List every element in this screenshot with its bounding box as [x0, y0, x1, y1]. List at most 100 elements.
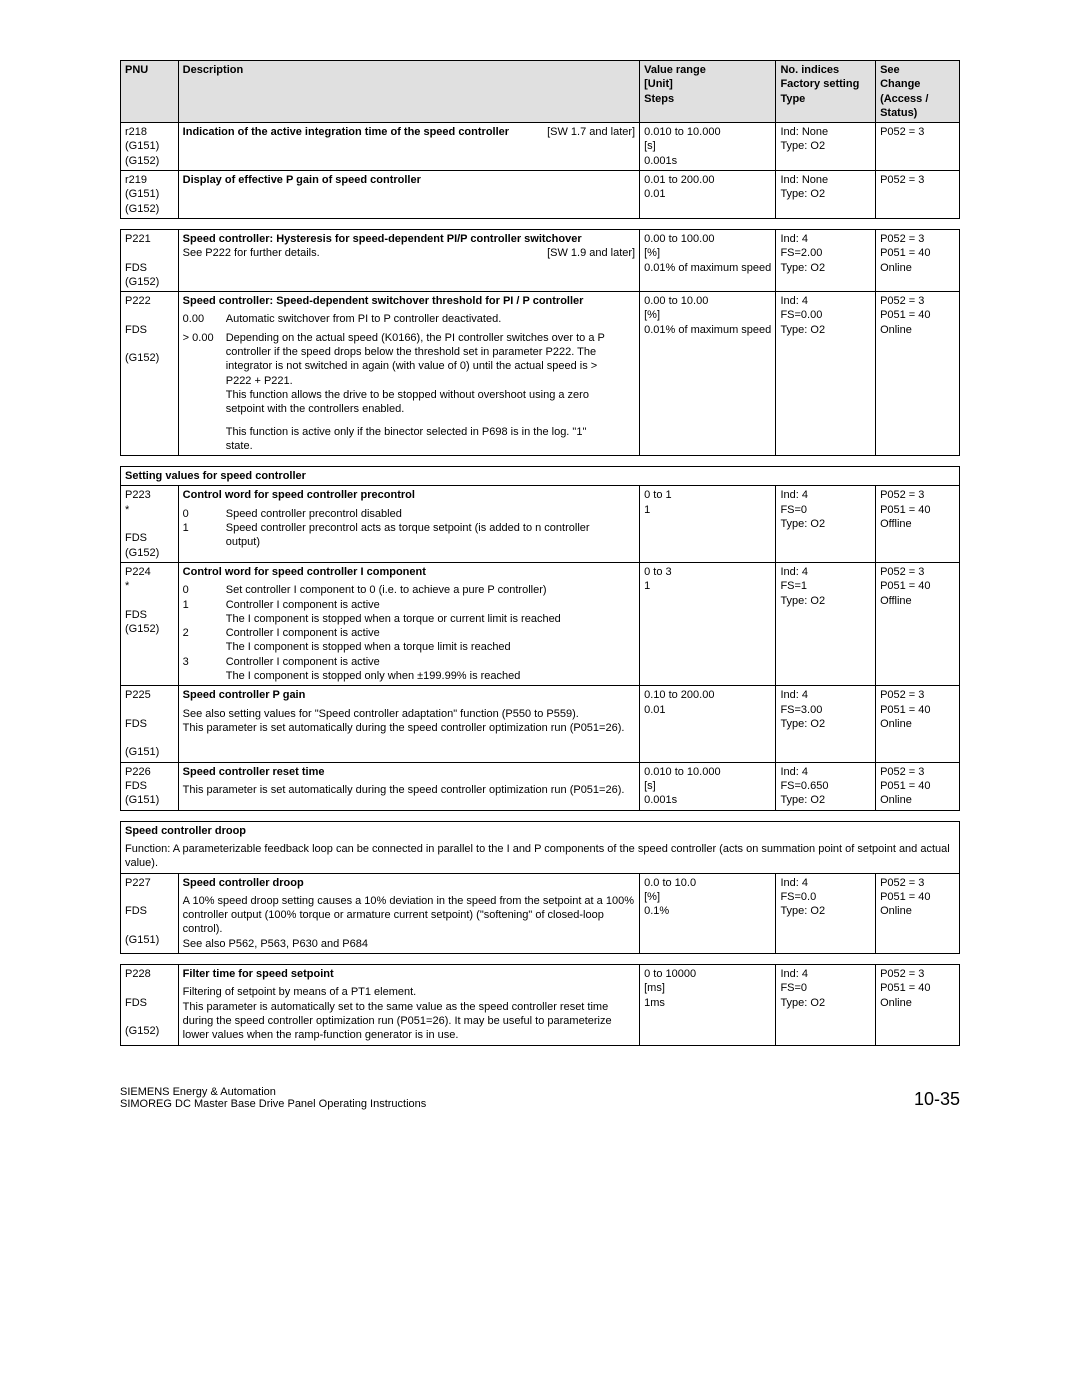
see-cell: P052 = 3 P051 = 40 Online: [876, 292, 960, 456]
desc-text: This parameter is set automatically duri…: [183, 783, 635, 797]
table-row-r218: r218 (G151) (G152) Indication of the act…: [121, 123, 960, 171]
opt-text: This function is active only if the bine…: [226, 425, 606, 454]
see-cell: P052 = 3 P051 = 40 Online: [876, 686, 960, 762]
value-cell: 0.0 to 10.0 [%] 0.1%: [640, 873, 776, 953]
see-cell: P052 = 3 P051 = 40 Online: [876, 965, 960, 1045]
value-cell: 0.00 to 100.00 [%] 0.01% of maximum spee…: [640, 229, 776, 291]
section-title-row: Speed controller droop: [121, 821, 960, 840]
table-row-p226: P226 FDS (G151) Speed controller reset t…: [121, 762, 960, 810]
value-cell: 0.01 to 200.00 0.01: [640, 171, 776, 219]
value-cell: 0 to 1 1: [640, 486, 776, 562]
indices-cell: Ind: 4 FS=2.00 Type: O2: [776, 229, 876, 291]
desc-cell: Control word for speed controller I comp…: [178, 562, 639, 685]
table-row-p227: P227 FDS (G151) Speed controller droop A…: [121, 873, 960, 953]
desc-bold: Control word for speed controller I comp…: [183, 565, 635, 579]
page-number: 10-35: [914, 1089, 960, 1110]
desc-bold: Speed controller P gain: [183, 688, 635, 702]
table-row-p223: P223 * FDS (G152) Control word for speed…: [121, 486, 960, 562]
section-title-row: Setting values for speed controller: [121, 467, 960, 486]
header-indices: No. indices Factory setting Type: [776, 61, 876, 123]
see-cell: P052 = 3 P051 = 40 Online: [876, 762, 960, 810]
function-text: Function: A parameterizable feedback loo…: [121, 840, 960, 873]
see-cell: P052 = 3 P051 = 40 Offline: [876, 486, 960, 562]
header-pnu: PNU: [121, 61, 179, 123]
opt-val: 0.00: [183, 312, 223, 326]
value-cell: 0.10 to 200.00 0.01: [640, 686, 776, 762]
opt-text: Set controller I component to 0 (i.e. to…: [226, 583, 606, 597]
value-cell: 0 to 3 1: [640, 562, 776, 685]
desc-bold: Indication of the active integration tim…: [183, 126, 509, 138]
value-cell: 0 to 10000 [ms] 1ms: [640, 965, 776, 1045]
indices-cell: Ind: 4 FS=0 Type: O2: [776, 965, 876, 1045]
desc-cell: Speed controller P gain See also setting…: [178, 686, 639, 762]
indices-cell: Ind: None Type: O2: [776, 123, 876, 171]
indices-cell: Ind: 4 FS=0 Type: O2: [776, 486, 876, 562]
desc-cell: Display of effective P gain of speed con…: [178, 171, 639, 219]
desc-bold: Speed controller reset time: [183, 765, 635, 779]
desc-text: See also setting values for "Speed contr…: [183, 707, 635, 736]
opt-val: 3: [183, 655, 223, 669]
desc-bold: Filter time for speed setpoint: [183, 967, 635, 981]
pnu-cell: P224 * FDS (G152): [121, 562, 179, 685]
indices-cell: Ind: 4 FS=0.650 Type: O2: [776, 762, 876, 810]
pnu-cell: r219 (G151) (G152): [121, 171, 179, 219]
header-see: See Change (Access / Status): [876, 61, 960, 123]
table-row-p222: P222 FDS (G152) Speed controller: Speed-…: [121, 292, 960, 456]
opt-text: Controller I component is active The I c…: [226, 626, 606, 655]
section-title: Setting values for speed controller: [121, 467, 960, 486]
desc-text: A 10% speed droop setting causes a 10% d…: [183, 894, 635, 951]
desc-bold: Speed controller: Hysteresis for speed-d…: [183, 233, 582, 245]
desc-cell: Speed controller: Speed-dependent switch…: [178, 292, 639, 456]
table-row-p221: P221 FDS (G152) Speed controller: Hyster…: [121, 229, 960, 291]
footer-company: SIEMENS Energy & Automation: [120, 1086, 426, 1098]
parameter-table-2: P221 FDS (G152) Speed controller: Hyster…: [120, 229, 960, 456]
function-row: Function: A parameterizable feedback loo…: [121, 840, 960, 873]
value-cell: 0.00 to 10.00 [%] 0.01% of maximum speed: [640, 292, 776, 456]
table-row-p228: P228 FDS (G152) Filter time for speed se…: [121, 965, 960, 1045]
parameter-table-5: P228 FDS (G152) Filter time for speed se…: [120, 964, 960, 1045]
indices-cell: Ind: 4 FS=0.00 Type: O2: [776, 292, 876, 456]
footer-doc-title: SIMOREG DC Master Base Drive Panel Opera…: [120, 1098, 426, 1110]
indices-cell: Ind: None Type: O2: [776, 171, 876, 219]
desc-right: [SW 1.7 and later]: [547, 125, 635, 139]
pnu-cell: P226 FDS (G151): [121, 762, 179, 810]
see-cell: P052 = 3: [876, 123, 960, 171]
pnu-cell: P227 FDS (G151): [121, 873, 179, 953]
opt-text: Automatic switchover from PI to P contro…: [226, 312, 606, 326]
opt-text: Depending on the actual speed (K0166), t…: [226, 331, 606, 417]
parameter-table-1: PNU Description Value range [Unit] Steps…: [120, 60, 960, 219]
pnu-cell: P222 FDS (G152): [121, 292, 179, 456]
table-row-p225: P225 FDS (G151) Speed controller P gain …: [121, 686, 960, 762]
desc-cell: Indication of the active integration tim…: [178, 123, 639, 171]
desc-right: [SW 1.9 and later]: [547, 246, 635, 260]
opt-val: 0: [183, 583, 223, 597]
opt-val: > 0.00: [183, 331, 223, 345]
parameter-table-3: Setting values for speed controller P223…: [120, 466, 960, 811]
table-row-p224: P224 * FDS (G152) Control word for speed…: [121, 562, 960, 685]
opt-val: 2: [183, 626, 223, 640]
opt-text: Speed controller precontrol acts as torq…: [226, 521, 606, 550]
indices-cell: Ind: 4 FS=1 Type: O2: [776, 562, 876, 685]
footer-left: SIEMENS Energy & Automation SIMOREG DC M…: [120, 1086, 426, 1110]
desc-bold: Speed controller: Speed-dependent switch…: [183, 294, 635, 308]
opt-text: Controller I component is active The I c…: [226, 598, 606, 627]
indices-cell: Ind: 4 FS=0.0 Type: O2: [776, 873, 876, 953]
opt-text: Speed controller precontrol disabled: [226, 507, 606, 521]
see-cell: P052 = 3: [876, 171, 960, 219]
value-cell: 0.010 to 10.000 [s] 0.001s: [640, 123, 776, 171]
pnu-cell: P228 FDS (G152): [121, 965, 179, 1045]
opt-text: Controller I component is active The I c…: [226, 655, 606, 684]
pnu-cell: r218 (G151) (G152): [121, 123, 179, 171]
opt-val: 1: [183, 598, 223, 612]
see-cell: P052 = 3 P051 = 40 Offline: [876, 562, 960, 685]
see-cell: P052 = 3 P051 = 40 Online: [876, 873, 960, 953]
desc-cell: Speed controller droop A 10% speed droop…: [178, 873, 639, 953]
desc-bold: Display of effective P gain of speed con…: [183, 174, 421, 186]
page-footer: SIEMENS Energy & Automation SIMOREG DC M…: [120, 1086, 960, 1110]
desc-cell: Speed controller: Hysteresis for speed-d…: [178, 229, 639, 291]
desc-cell: Filter time for speed setpoint Filtering…: [178, 965, 639, 1045]
see-cell: P052 = 3 P051 = 40 Online: [876, 229, 960, 291]
header-value: Value range [Unit] Steps: [640, 61, 776, 123]
desc-cell: Speed controller reset time This paramet…: [178, 762, 639, 810]
header-desc: Description: [178, 61, 639, 123]
